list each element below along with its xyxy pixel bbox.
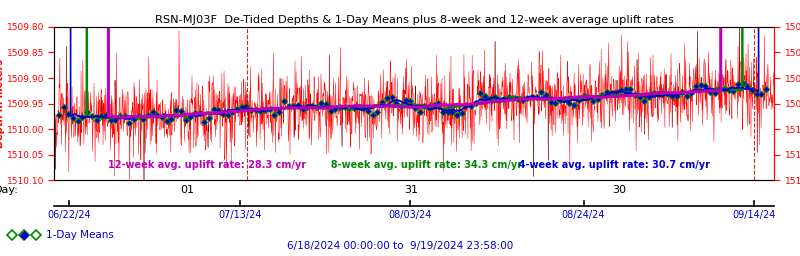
Text: 07/13/24: 07/13/24 xyxy=(218,210,262,220)
Text: 8-week avg. uplift rate: 34.3 cm/yr: 8-week avg. uplift rate: 34.3 cm/yr xyxy=(325,161,522,170)
Y-axis label: Depth in meters: Depth in meters xyxy=(0,59,6,148)
Text: 1-Day Means: 1-Day Means xyxy=(46,230,114,240)
Text: 06/22/24: 06/22/24 xyxy=(47,210,90,220)
Text: 6/18/2024 00:00:00 to  9/19/2024 23:58:00: 6/18/2024 00:00:00 to 9/19/2024 23:58:00 xyxy=(287,241,513,251)
Text: Day:: Day: xyxy=(0,185,18,195)
Text: 01: 01 xyxy=(181,185,194,195)
Text: 08/03/24: 08/03/24 xyxy=(388,210,432,220)
Text: 09/14/24: 09/14/24 xyxy=(733,210,776,220)
Text: 12-week avg. uplift rate: 28.3 cm/yr: 12-week avg. uplift rate: 28.3 cm/yr xyxy=(109,161,306,170)
Title: RSN-MJ03F  De-Tided Depths & 1-Day Means plus 8-week and 12-week average uplift : RSN-MJ03F De-Tided Depths & 1-Day Means … xyxy=(155,15,674,25)
Text: 30: 30 xyxy=(613,185,626,195)
Text: 4-week avg. uplift rate: 30.7 cm/yr: 4-week avg. uplift rate: 30.7 cm/yr xyxy=(512,161,710,170)
Text: 31: 31 xyxy=(404,185,418,195)
Text: 08/24/24: 08/24/24 xyxy=(562,210,606,220)
